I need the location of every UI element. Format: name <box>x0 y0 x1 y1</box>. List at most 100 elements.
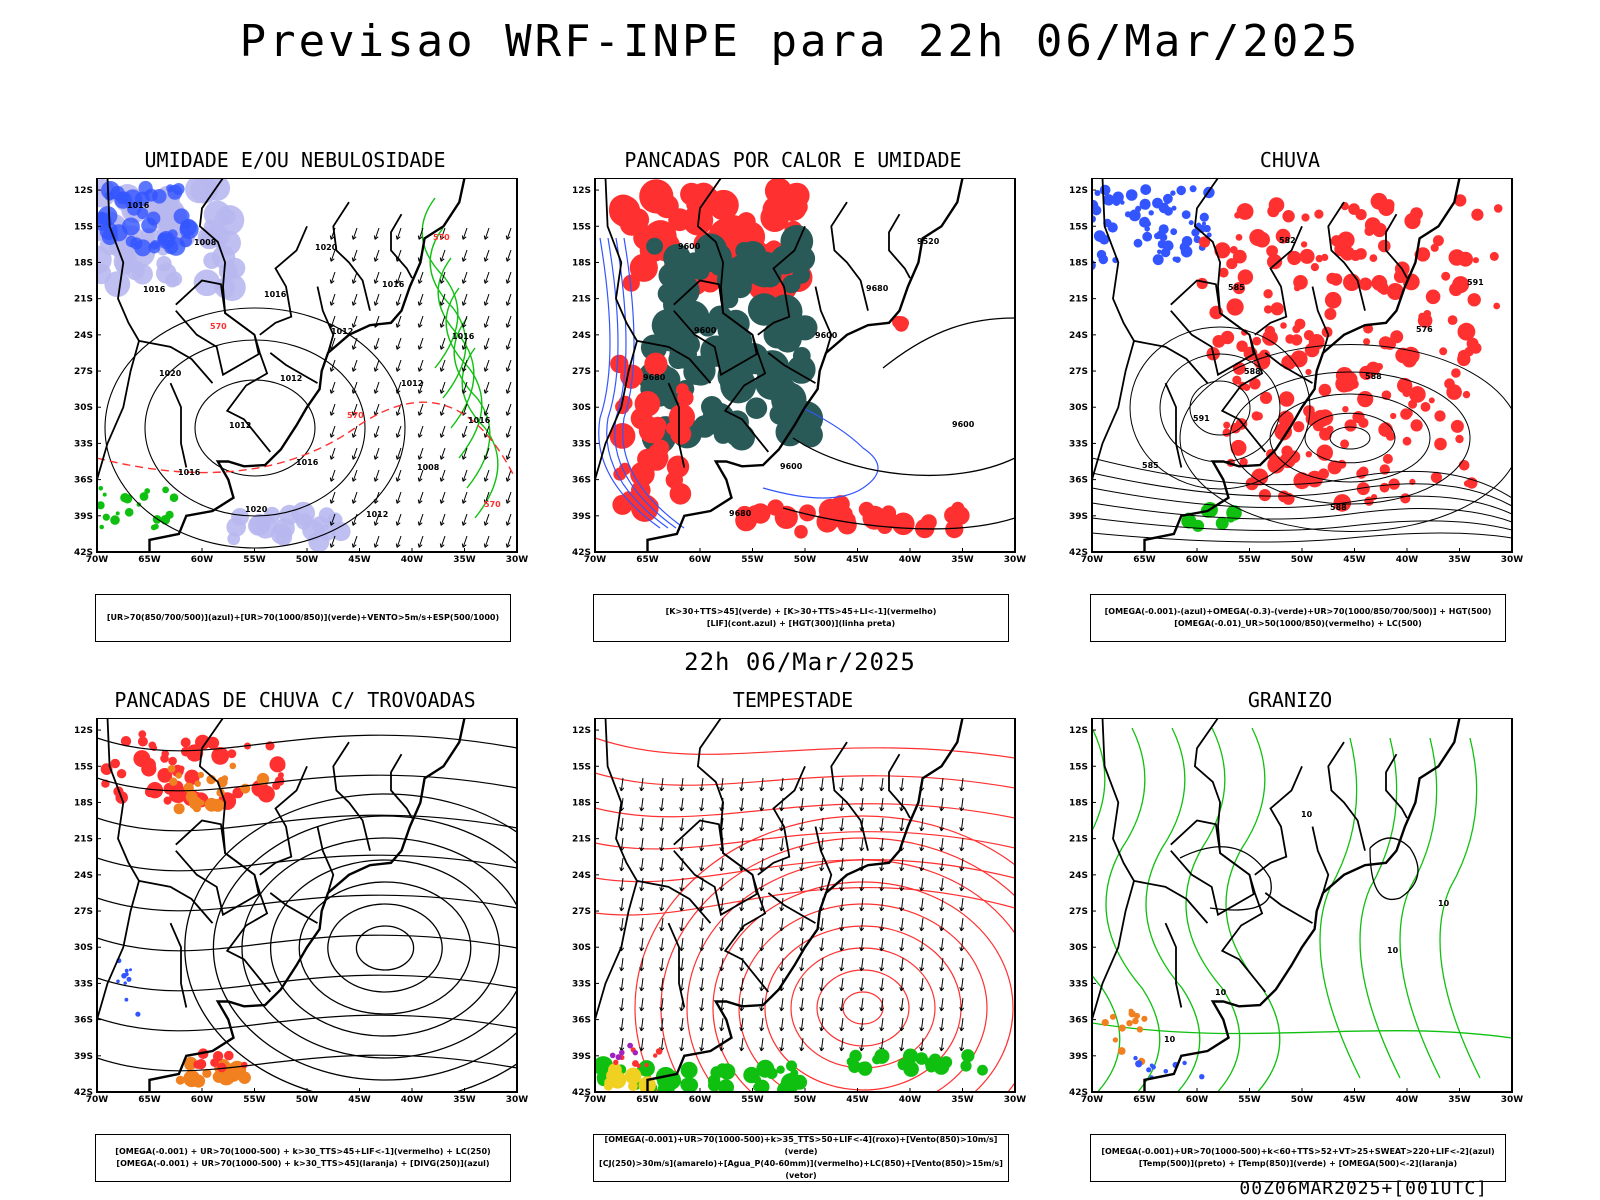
contour-label: 9600 <box>952 420 975 429</box>
legend-line: [OMEGA(-0.001)+UR>70(1000-500)+k>35_TTS>… <box>604 1135 998 1156</box>
lat-tick-label: 21S <box>1069 295 1088 305</box>
contour-label: 9520 <box>917 237 940 246</box>
panel-title: GRANIZO <box>1247 688 1333 712</box>
legend-line: [K>30+TTS>45](verde) + [K>30+TTS>45+LI<-… <box>665 607 937 616</box>
lon-tick-label: 45W <box>1343 1095 1366 1105</box>
model-run-label: 00Z06MAR2025+[001UTC] <box>1239 1178 1488 1199</box>
lat-tick-label: 15S <box>74 762 93 772</box>
lon-tick-label: 30W <box>506 555 529 565</box>
contour-label: 1008 <box>417 463 440 472</box>
lat-tick-label: 33S <box>1069 979 1088 989</box>
lon-tick-label: 70W <box>86 1095 109 1105</box>
lat-tick-label: 21S <box>572 295 591 305</box>
lon-tick-label: 30W <box>1501 555 1524 565</box>
lon-tick-label: 40W <box>401 555 424 565</box>
lon-tick-label: 55W <box>1238 1095 1261 1105</box>
contour-label: 10 <box>1215 988 1227 997</box>
lat-tick-label: 21S <box>74 835 93 845</box>
contour-label: 1016 <box>127 201 150 210</box>
contour-label: 10 <box>1438 899 1450 908</box>
lat-tick-label: 39S <box>572 512 591 522</box>
lon-tick-label: 30W <box>1501 1095 1524 1105</box>
contour-label: 588 <box>1330 503 1347 512</box>
lon-tick-label: 55W <box>741 555 764 565</box>
lat-tick-label: 27S <box>74 367 93 377</box>
forecast-map: 585 588 585 582 576 591 588 591 588 12S 15S 18S 21S 2… <box>1050 178 1530 578</box>
lon-tick-label: 55W <box>243 555 266 565</box>
lon-tick-label: 60W <box>1186 1095 1209 1105</box>
contour-label: 1012 <box>366 510 388 519</box>
lat-tick-label: 24S <box>74 331 93 341</box>
lon-tick-label: 55W <box>1238 555 1261 565</box>
contour-label: 9680 <box>729 509 752 518</box>
contour-label: 1020 <box>245 505 268 514</box>
contour-label: 570 <box>484 500 501 509</box>
lat-tick-label: 18S <box>572 798 591 808</box>
forecast-map: 10 10 10 10 10 12S 15S 18S 21S 24S 27S 30S 33S 36S 39S… <box>1050 718 1530 1118</box>
lat-tick-label: 36S <box>572 1016 591 1026</box>
panel-legend: [OMEGA(-0.001) + UR>70(1000-500) + k>30_… <box>95 1134 511 1182</box>
lat-tick-label: 42S <box>1069 1088 1088 1098</box>
forecast-panel-2: PANCADAS POR CALOR E UMIDADE 9600 9600 9600… <box>553 148 1033 642</box>
contour-label: 591 <box>1193 414 1210 423</box>
lon-tick-label: 50W <box>296 1095 319 1105</box>
lat-tick-label: 21S <box>74 295 93 305</box>
contour-label: 1020 <box>315 243 338 252</box>
legend-line: [Temp(500)](preto) + [Temp(850)](verde) … <box>1138 1159 1458 1168</box>
lon-tick-label: 60W <box>689 555 712 565</box>
lon-tick-label: 70W <box>584 555 607 565</box>
lon-tick-label: 55W <box>741 1095 764 1105</box>
forecast-panel-5: TEMPESTADE 12S 15S 18S 21S 24S 27S 30S 33S 36S 39S… <box>553 688 1033 1182</box>
legend-line: [OMEGA(-0.001)+UR>70(1000-500)+k<60+TTS>… <box>1101 1147 1495 1156</box>
lat-tick-label: 12S <box>74 186 93 196</box>
contour-label: 570 <box>347 411 364 420</box>
lon-tick-label: 45W <box>348 1095 371 1105</box>
lon-tick-label: 35W <box>453 1095 476 1105</box>
contour-label: 582 <box>1279 236 1296 245</box>
lat-tick-label: 15S <box>1069 762 1088 772</box>
lat-tick-label: 15S <box>1069 222 1088 232</box>
lat-tick-label: 36S <box>1069 1016 1088 1026</box>
lat-tick-label: 18S <box>572 258 591 268</box>
lat-tick-label: 24S <box>572 871 591 881</box>
contour-label: 10 <box>1301 810 1313 819</box>
lat-tick-label: 21S <box>1069 835 1088 845</box>
lon-tick-label: 40W <box>1396 555 1419 565</box>
lat-tick-label: 42S <box>74 1088 93 1098</box>
panel-title: CHUVA <box>1259 148 1321 172</box>
contour-label: 1012 <box>229 421 251 430</box>
lat-tick-label: 18S <box>74 798 93 808</box>
legend-line: [OMEGA(-0.01)_UR>50(1000/850)(vermelho) … <box>1174 619 1422 628</box>
contour-label: 1016 <box>178 468 201 477</box>
lon-tick-label: 35W <box>453 555 476 565</box>
lat-tick-label: 30S <box>1069 403 1088 413</box>
contour-label: 1016 <box>452 332 475 341</box>
forecast-panel-3: CHUVA 585 588 585 582 576 591 588 591 588 12S 15S 18… <box>1050 148 1530 642</box>
contour-label: 1016 <box>468 416 491 425</box>
contour-label: 1012 <box>280 374 302 383</box>
lat-tick-label: 27S <box>1069 367 1088 377</box>
lat-tick-label: 12S <box>1069 186 1088 196</box>
lat-tick-label: 42S <box>572 548 591 558</box>
lat-tick-label: 39S <box>74 1052 93 1062</box>
lat-tick-label: 39S <box>1069 1052 1088 1062</box>
contour-label: 588 <box>1244 367 1261 376</box>
lat-tick-label: 30S <box>1069 943 1088 953</box>
lat-tick-label: 24S <box>1069 331 1088 341</box>
lat-tick-label: 42S <box>572 1088 591 1098</box>
contour-label: 1008 <box>194 238 217 247</box>
panel-title: TEMPESTADE <box>732 688 854 712</box>
panel-legend: [UR>70(850/700/500)](azul)+[UR>70(1000/8… <box>95 594 511 642</box>
lat-tick-label: 27S <box>1069 907 1088 917</box>
lat-tick-label: 27S <box>74 907 93 917</box>
lon-tick-label: 40W <box>401 1095 424 1105</box>
lon-tick-label: 60W <box>191 555 214 565</box>
contour-label: 1016 <box>296 458 319 467</box>
lat-tick-label: 15S <box>74 222 93 232</box>
lon-tick-label: 45W <box>348 555 371 565</box>
contour-label: 585 <box>1142 461 1159 470</box>
contour-label: 570 <box>433 233 450 242</box>
lon-tick-label: 60W <box>689 1095 712 1105</box>
lat-tick-label: 15S <box>572 762 591 772</box>
